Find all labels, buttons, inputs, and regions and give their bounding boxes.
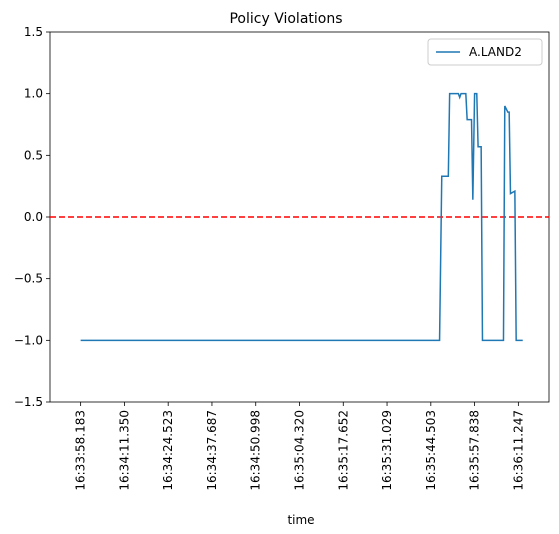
y-tick-label: 0.0: [24, 210, 43, 224]
y-tick-label: −1.5: [14, 395, 43, 409]
legend-box: [427, 38, 543, 66]
x-tick-label: 16:33:58.183: [74, 410, 88, 491]
x-axis-label: time: [287, 513, 314, 527]
chart-title: Policy Violations: [229, 11, 342, 27]
y-tick-label: 0.5: [24, 148, 43, 162]
series-line-a-land2: [80, 92, 523, 342]
x-tick-label: 16:34:37.687: [205, 410, 219, 491]
y-tick-label: 1.5: [24, 25, 43, 39]
x-tick-label: 16:34:24.523: [161, 410, 175, 491]
x-tick-label: 16:34:11.350: [117, 410, 131, 491]
x-tick-label: 16:35:17.652: [336, 410, 350, 491]
legend-label: A.LAND2: [469, 45, 522, 59]
x-tick-label: 16:34:50.998: [249, 410, 263, 491]
x-tick-label: 16:35:31.029: [380, 410, 394, 491]
y-tick-label: −0.5: [14, 272, 43, 286]
plot-area: −1.5 −1.0 −0.5 0.0 0.5 1.0 1.5 16:33:58.183 16:3…: [14, 25, 550, 491]
y-tick-label: 1.0: [24, 87, 43, 101]
x-tick-label: 16:35:04.320: [293, 410, 307, 491]
x-tick-label: 16:35:44.503: [424, 410, 438, 491]
x-tick-label: 16:36:11.247: [511, 410, 525, 491]
y-tick-label: −1.0: [14, 333, 43, 347]
x-tick-label: 16:35:57.838: [468, 410, 482, 491]
